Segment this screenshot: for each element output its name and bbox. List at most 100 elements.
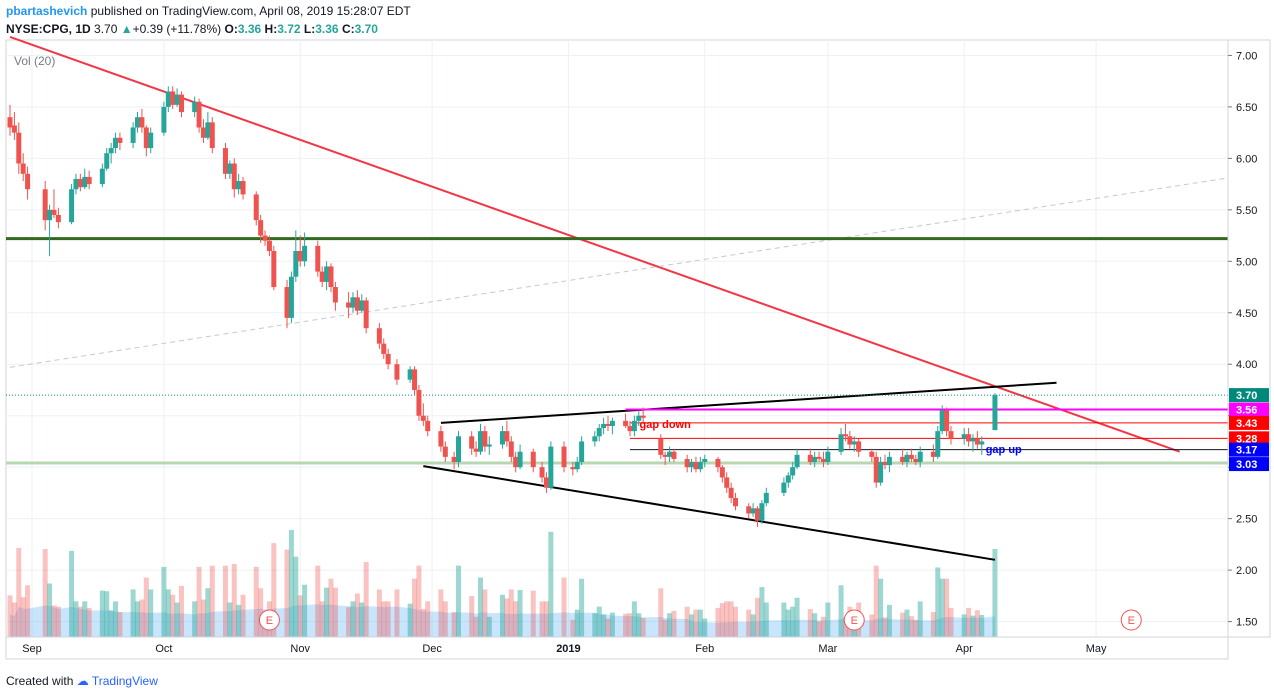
candle [165,86,171,113]
candle [623,413,629,429]
time-tick-label: Oct [155,643,172,655]
candle-body [596,428,602,437]
candle [517,444,523,470]
price-tick-label: 5.50 [1236,205,1257,217]
price-tick-label: 5.00 [1236,256,1257,268]
price-tick-label: 6.50 [1236,102,1257,114]
candle [961,428,967,445]
candle [948,425,954,445]
candle-body [979,441,985,445]
candle-body [851,441,857,445]
volume-bar [733,606,739,637]
price-tag: 3.28 [1229,431,1269,446]
volume-bar [662,619,668,637]
volume-bar [944,578,950,637]
candle-body [456,436,462,463]
volume-bar [917,601,923,637]
candle-body [385,353,391,365]
candle [354,290,360,315]
candle-body [178,94,184,113]
candle-body [601,423,607,429]
candle-body [473,448,479,452]
price-tag-bg [1229,431,1269,446]
candle-body [77,178,83,188]
candle [658,434,664,459]
candle-body [108,148,114,154]
volume-bar [394,589,400,637]
candle [939,405,945,435]
candle [139,108,145,133]
candle [689,458,695,473]
volume-bar [882,617,888,637]
candle-body [935,431,941,457]
time-tick-label: Nov [290,643,310,655]
candle-body [200,127,206,138]
volume-bar [174,602,180,637]
candle-body [319,271,325,282]
author-link[interactable]: pbartashevich [6,4,88,18]
candle [662,451,668,466]
candle [930,444,936,463]
candle-body [346,302,352,308]
volume-bar [363,562,369,637]
volume-bar [627,613,633,637]
volume-bar [456,565,462,637]
candle-body [51,209,57,215]
volume-bar [482,589,488,637]
candle-body [482,431,488,447]
volume-bar [55,606,61,637]
candle-body [350,297,356,308]
up-arrow-icon: ▲ [120,22,133,36]
candle [878,456,884,486]
candle-body [407,369,413,380]
volume-bar [605,618,611,637]
candle [763,487,769,507]
volume-bar [473,616,479,637]
candle-body [530,451,536,468]
price-tag: 3.43 [1229,415,1269,430]
tradingview-brand[interactable]: TradingView [91,674,158,688]
volume-bar [966,607,972,637]
candle [935,425,941,459]
volume-bar [904,609,910,637]
candle [376,323,382,349]
earnings-label: E [266,615,273,627]
volume-bar [508,589,514,637]
volume-bar [108,610,114,637]
candle-body [592,436,598,442]
candle-body [196,101,202,128]
candle [113,132,119,154]
earnings-label: E [1128,615,1135,627]
trendline [440,381,1057,424]
candle [473,441,479,457]
open-value: 3.36 [237,22,262,36]
candle-body [143,127,149,149]
candle [684,454,690,473]
volume-bar [205,588,211,637]
volume-bar [47,583,53,637]
candle-body [42,189,48,221]
volume-bar [139,599,145,637]
price-chart[interactable]: Vol (20) gap down gap up E E E 7.00 6.50 6.00 5.5… [0,0,1274,670]
volume-bar [631,601,637,637]
candle-body [262,235,268,241]
annotation-label: gap up [986,444,1022,456]
candle [530,448,536,473]
candle [11,112,17,140]
volume-bar [825,602,831,637]
volume-bar [596,606,602,637]
candle [77,173,83,192]
candle [148,127,154,154]
candle-body [420,415,426,421]
trendline [9,35,1180,453]
volume-bar [222,565,228,637]
candle [847,431,853,449]
candle [781,477,787,496]
candle [574,456,580,473]
candle [601,417,607,435]
volume-bar [974,610,980,637]
candle [253,191,259,226]
candle [205,112,211,140]
volume-bar [148,589,154,637]
candle-body [416,389,422,416]
